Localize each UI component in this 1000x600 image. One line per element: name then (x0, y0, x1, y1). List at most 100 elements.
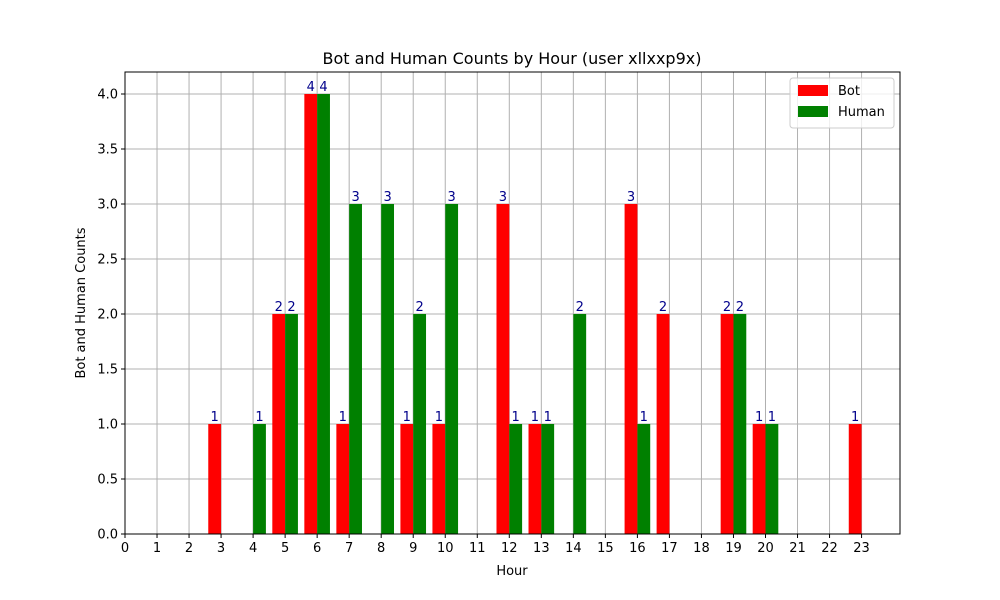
x-tick-label: 9 (409, 541, 417, 556)
legend-swatch-human (798, 106, 828, 117)
x-tick-label: 0 (121, 541, 129, 556)
x-tick-label: 1 (153, 541, 161, 556)
y-tick-label: 1.0 (97, 418, 118, 433)
y-tick-label: 3.5 (97, 143, 118, 158)
y-tick-label: 0.5 (97, 473, 118, 488)
x-tick-label: 10 (437, 541, 454, 556)
bar-bot (272, 314, 286, 534)
bar-bot (528, 424, 542, 534)
plot-frame (124, 71, 901, 535)
bar-bot (432, 424, 446, 534)
x-axis-label: Hour (496, 564, 528, 579)
data-label-human: 3 (351, 190, 359, 205)
data-label-bot: 3 (627, 190, 635, 205)
x-tick-label: 23 (853, 541, 870, 556)
data-label-bot: 2 (659, 300, 667, 315)
data-label-human: 1 (255, 410, 263, 425)
legend-label-human: Human (838, 105, 885, 120)
bar-human (509, 424, 523, 534)
x-tick-label: 5 (281, 541, 289, 556)
x-tick-label: 19 (725, 541, 742, 556)
bar-bot (624, 204, 638, 534)
x-tick-label: 13 (533, 541, 550, 556)
data-label-human: 4 (319, 80, 327, 95)
y-tick-label: 2.5 (97, 253, 118, 268)
legend-label-bot: Bot (838, 84, 860, 99)
data-label-human: 2 (576, 300, 584, 315)
bars-layer (208, 94, 862, 534)
data-label-bot: 1 (403, 410, 411, 425)
bar-human (637, 424, 651, 534)
legend-swatch-bot (798, 85, 828, 96)
data-label-bot: 2 (723, 300, 731, 315)
x-tick-label: 14 (565, 541, 582, 556)
bar-human (349, 204, 362, 534)
data-label-human: 2 (287, 300, 295, 315)
x-tick-label: 21 (789, 541, 806, 556)
data-label-bot: 3 (499, 190, 507, 205)
x-ticks-layer: 0 1 2 3 4 5 6 7 8 9 10 11 12 13 14 15 16 17 18 19 20 21 22 23 (121, 534, 870, 556)
bar-human (317, 94, 330, 534)
bar-human (285, 314, 298, 534)
x-tick-label: 17 (661, 541, 678, 556)
x-tick-label: 2 (185, 541, 193, 556)
bar-human (541, 424, 555, 534)
bar-human (413, 314, 427, 534)
data-label-bot: 1 (211, 410, 219, 425)
data-label-bot: 4 (307, 80, 315, 95)
y-tick-label: 4.0 (97, 88, 118, 103)
bar-human (253, 424, 266, 534)
data-label-human: 1 (544, 410, 552, 425)
x-tick-label: 3 (217, 541, 225, 556)
y-tick-label: 1.5 (97, 363, 118, 378)
x-tick-label: 12 (501, 541, 518, 556)
bar-bot (720, 314, 734, 534)
x-tick-label: 16 (629, 541, 646, 556)
x-tick-label: 18 (693, 541, 710, 556)
bar-human (765, 424, 779, 534)
bar-human (381, 204, 395, 534)
y-axis-label: Bot and Human Counts (74, 227, 89, 378)
bar-bot (304, 94, 318, 534)
bar-human (573, 314, 587, 534)
y-tick-label: 3.0 (97, 198, 118, 213)
x-tick-label: 20 (757, 541, 774, 556)
chart-title: Bot and Human Counts by Hour (user xllxx… (323, 49, 702, 68)
y-tick-label: 0.0 (97, 528, 118, 543)
x-tick-label: 7 (345, 541, 353, 556)
data-label-bot: 1 (851, 410, 859, 425)
x-tick-label: 15 (597, 541, 614, 556)
x-tick-label: 11 (469, 541, 486, 556)
y-tick-label: 2.0 (97, 308, 118, 323)
bar-human (733, 314, 747, 534)
x-tick-label: 6 (313, 541, 321, 556)
data-label-human: 3 (448, 190, 456, 205)
data-label-bot: 1 (531, 410, 539, 425)
x-tick-label: 4 (249, 541, 257, 556)
legend: Bot Human (789, 77, 895, 129)
y-ticks-layer: 0.0 0.5 1.0 1.5 2.0 2.5 3.0 3.5 4.0 (97, 88, 125, 543)
data-label-bot: 1 (339, 410, 347, 425)
bar-bot (848, 424, 862, 534)
bar-bot (208, 424, 222, 534)
data-label-human: 1 (768, 410, 776, 425)
x-tick-label: 8 (377, 541, 385, 556)
bar-bot (336, 424, 350, 534)
bar-bot (400, 424, 414, 534)
data-label-human: 3 (383, 190, 391, 205)
bar-human (445, 204, 459, 534)
data-label-bot: 1 (435, 410, 443, 425)
data-label-bot: 1 (755, 410, 763, 425)
data-label-bot: 2 (275, 300, 283, 315)
data-label-human: 1 (640, 410, 648, 425)
x-tick-label: 22 (821, 541, 838, 556)
bar-bot (496, 204, 510, 534)
data-label-human: 1 (512, 410, 520, 425)
data-label-human: 2 (415, 300, 423, 315)
bar-bot (656, 314, 670, 534)
bar-bot (752, 424, 766, 534)
data-label-human: 2 (736, 300, 744, 315)
